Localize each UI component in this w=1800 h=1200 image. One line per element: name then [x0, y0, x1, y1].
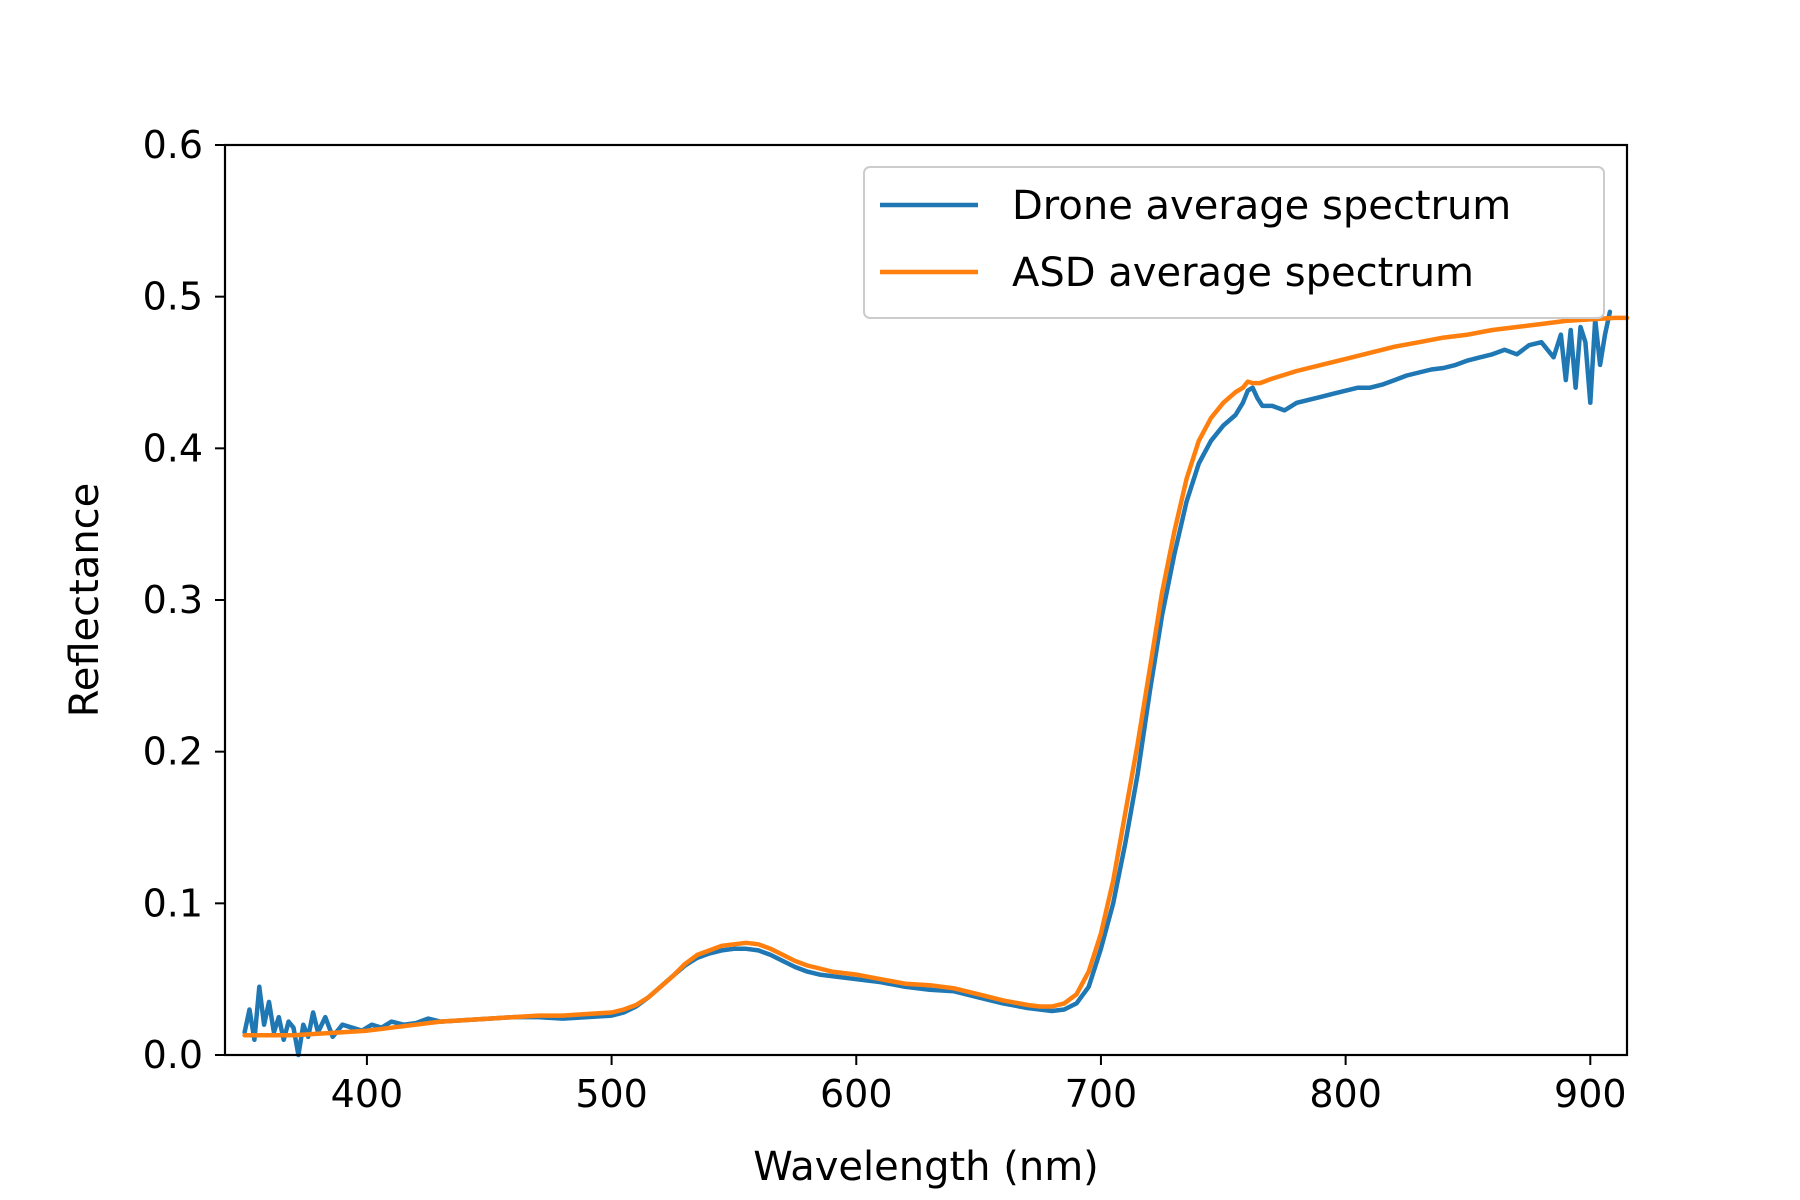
legend-label-drone: Drone average spectrum: [1012, 183, 1511, 229]
y-axis: 0.0 0.1 0.2 0.3 0.4 0.5 0.6: [143, 123, 225, 1077]
x-axis: 400 500 600 700 800 900: [331, 1055, 1627, 1116]
y-tick-label: 0.1: [143, 881, 203, 925]
y-axis-label: Reflectance: [62, 483, 108, 718]
legend-label-asd: ASD average spectrum: [1012, 250, 1474, 296]
y-tick-label: 0.3: [143, 578, 203, 622]
x-tick-label: 700: [1065, 1072, 1138, 1116]
x-tick-label: 800: [1309, 1072, 1382, 1116]
x-axis-label: Wavelength (nm): [753, 1144, 1099, 1190]
x-tick-label: 900: [1554, 1072, 1627, 1116]
y-tick-label: 0.2: [143, 730, 203, 774]
series-line-drone: [242, 309, 1613, 1058]
legend-box: [863, 166, 1605, 319]
legend: Drone average spectrum ASD average spect…: [863, 166, 1605, 319]
series-layer: [242, 309, 1630, 1058]
x-tick-label: 500: [575, 1072, 648, 1116]
y-tick-label: 0.0: [143, 1033, 203, 1077]
y-tick-label: 0.6: [143, 123, 203, 167]
x-tick-label: 600: [820, 1072, 893, 1116]
y-tick-label: 0.4: [143, 426, 203, 470]
series-line-asd: [242, 315, 1630, 1038]
x-tick-label: 400: [331, 1072, 404, 1116]
y-tick-label: 0.5: [143, 275, 203, 319]
